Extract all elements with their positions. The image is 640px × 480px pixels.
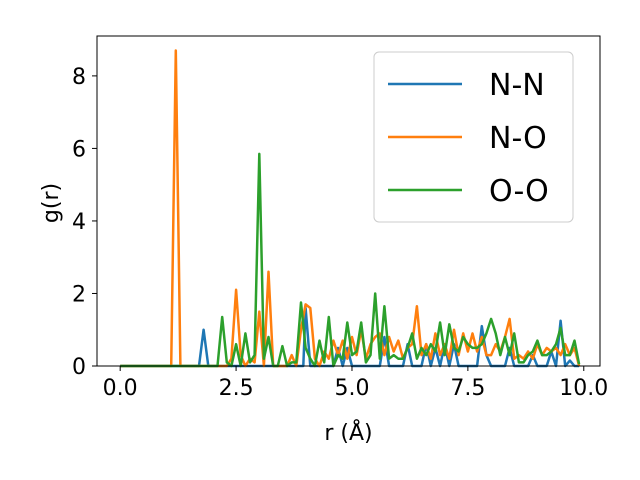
x-tick-label: 10.0 bbox=[559, 376, 608, 401]
x-tick-label: 2.5 bbox=[219, 376, 254, 401]
x-ticks: 0.0 2.5 5.0 7.5 10.0 bbox=[103, 366, 608, 401]
x-axis-label: r (Å) bbox=[324, 419, 372, 446]
legend-label-n-n: N-N bbox=[489, 68, 545, 103]
legend-label-n-o: N-O bbox=[489, 121, 547, 156]
plot-frame bbox=[96, 35, 601, 367]
y-tick-label: 6 bbox=[72, 137, 86, 162]
y-ticks: 0 2 4 6 8 bbox=[72, 65, 97, 380]
legend-box bbox=[373, 51, 574, 223]
legend-entries: N-N N-O O-O bbox=[388, 68, 549, 209]
y-tick-label: 2 bbox=[72, 282, 86, 307]
x-tick-label: 0.0 bbox=[103, 376, 138, 401]
legend-label-o-o: O-O bbox=[489, 174, 549, 209]
legend: N-N N-O O-O bbox=[373, 51, 574, 223]
x-tick-label: 7.5 bbox=[450, 376, 485, 401]
y-tick-label: 8 bbox=[72, 65, 86, 90]
y-tick-label: 0 bbox=[72, 355, 86, 380]
y-axis-label: g(r) bbox=[39, 183, 64, 223]
x-tick-label: 5.0 bbox=[334, 376, 369, 401]
y-tick-label: 4 bbox=[72, 210, 86, 235]
